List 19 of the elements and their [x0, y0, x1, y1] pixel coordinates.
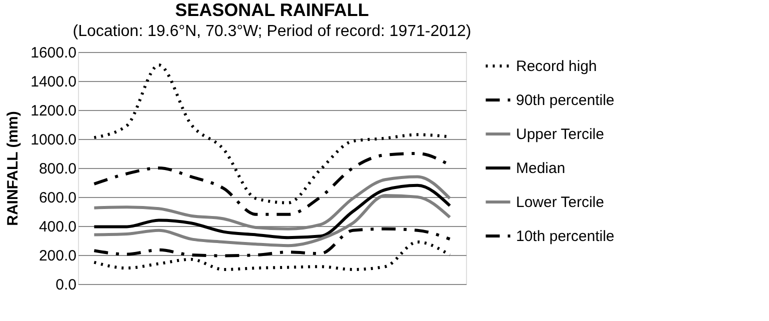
line-series [92, 184, 452, 240]
y-tick-label: 400.0 [38, 218, 76, 236]
y-tick-label: 1400.0 [30, 74, 76, 90]
y-tick-label: 1600.0 [30, 44, 76, 62]
legend-label: 10th percentile [516, 228, 614, 245]
y-tick-label: 1000.0 [30, 132, 76, 148]
y-tick-label: 800.0 [38, 160, 76, 178]
y-tick-label: 0.0 [56, 276, 76, 294]
legend-label: Median [516, 160, 566, 177]
y-axis-title: RAINFALL (mm) [4, 111, 22, 226]
legend-label: Lower Tercile [516, 194, 604, 211]
legend-label: 90th percentile [516, 92, 614, 109]
y-tick-label: 200.0 [38, 248, 76, 264]
y-tick-label: 1200.0 [30, 102, 76, 120]
legend-label: Upper Tercile [516, 126, 604, 143]
chart-title: SEASONAL RAINFALL [175, 0, 369, 20]
y-tick-label: 600.0 [38, 190, 76, 206]
legend-label: Record high [516, 58, 597, 75]
chart-subtitle: (Location: 19.6°N, 70.3°W; Period of record: 1971-2012) [72, 23, 472, 40]
